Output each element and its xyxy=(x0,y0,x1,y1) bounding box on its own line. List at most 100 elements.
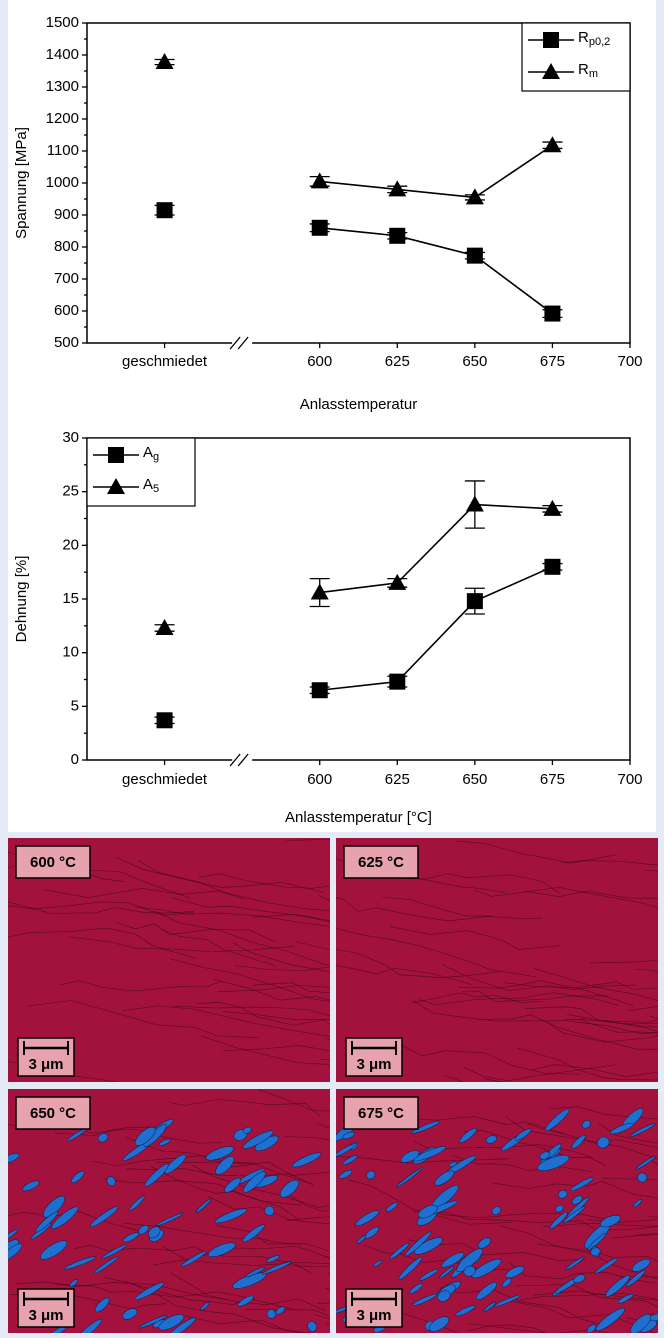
grain-boundary xyxy=(517,1047,658,1081)
austenite-phase xyxy=(122,1308,138,1320)
grain-boundary xyxy=(466,1324,546,1333)
austenite-phase xyxy=(477,1237,491,1249)
austenite-phase xyxy=(417,1204,438,1219)
austenite-phase xyxy=(398,1256,423,1280)
grain-boundary xyxy=(68,936,276,967)
austenite-phase xyxy=(168,1317,196,1333)
austenite-phase xyxy=(200,1302,210,1311)
austenite-phase xyxy=(385,1202,398,1212)
marker-square xyxy=(544,305,561,322)
grain-boundary xyxy=(134,906,330,927)
x-tick-label: 625 xyxy=(385,771,410,788)
grain-boundary xyxy=(400,873,561,895)
axis-break xyxy=(229,753,241,767)
austenite-phase xyxy=(594,1257,619,1274)
grain-boundary xyxy=(582,1020,658,1034)
x-tick-label: 600 xyxy=(307,353,332,370)
austenite-phase xyxy=(630,1313,652,1333)
grain-boundary xyxy=(395,1041,581,1075)
grain-boundary xyxy=(561,860,658,866)
legend-label: Rp0,2 xyxy=(578,29,610,48)
austenite-phase xyxy=(626,1270,646,1287)
grain-boundary xyxy=(493,1181,658,1199)
grain-boundary xyxy=(527,1123,658,1149)
marker-triangle xyxy=(388,180,407,197)
austenite-phase xyxy=(545,1108,570,1131)
austenite-phase xyxy=(122,1232,140,1243)
grain-boundary xyxy=(463,1130,607,1167)
austenite-phase xyxy=(485,1135,497,1144)
marker-square xyxy=(156,712,173,729)
marker-square xyxy=(311,219,328,236)
austenite-phase xyxy=(635,1155,656,1170)
grain-boundary xyxy=(412,999,586,1022)
austenite-phase xyxy=(64,1256,96,1270)
austenite-phase xyxy=(475,1282,498,1300)
grain-boundary xyxy=(223,1011,330,1021)
austenite-phase xyxy=(389,1242,410,1260)
marker-triangle xyxy=(310,172,329,189)
grain-boundary xyxy=(122,1005,330,1037)
grain-boundary xyxy=(198,873,330,889)
austenite-phase xyxy=(40,1240,68,1260)
grain-boundary xyxy=(233,964,330,972)
axis-break xyxy=(229,336,241,350)
grain-boundary xyxy=(217,985,330,992)
austenite-phase xyxy=(242,1171,266,1193)
y-tick-label: 1200 xyxy=(46,110,79,127)
grain-boundary xyxy=(537,1243,658,1262)
austenite-phase xyxy=(629,1123,656,1137)
grain-boundary xyxy=(102,1178,301,1221)
grain-boundary xyxy=(8,901,194,914)
y-tick-label: 500 xyxy=(54,334,79,351)
austenite-phase xyxy=(338,1170,353,1179)
austenite-phase xyxy=(51,1206,79,1230)
temperature-label-box xyxy=(15,845,91,879)
austenite-phase xyxy=(215,1156,235,1175)
grain-boundary xyxy=(284,1136,330,1141)
austenite-phase xyxy=(562,1206,586,1224)
chart-background xyxy=(8,0,656,832)
austenite-phase xyxy=(342,1155,358,1165)
series-line xyxy=(319,566,553,692)
austenite-phase xyxy=(8,1153,20,1164)
austenite-phase xyxy=(158,1138,171,1146)
austenite-phase xyxy=(409,1283,423,1294)
austenite-phase xyxy=(463,1265,476,1277)
austenite-phase xyxy=(441,1252,465,1268)
y-tick-label: 15 xyxy=(62,590,79,607)
x-axis-label: Anlasstemperatur [°C] xyxy=(285,809,432,826)
austenite-phase xyxy=(419,1268,439,1281)
grain-boundary xyxy=(72,1244,215,1257)
legend-label: Rm xyxy=(578,61,598,80)
austenite-phase xyxy=(505,1266,525,1279)
austenite-phase xyxy=(148,1226,161,1239)
grain-boundary xyxy=(227,1245,330,1260)
y-tick-label: 1300 xyxy=(46,78,79,95)
grain-boundary xyxy=(150,1165,302,1206)
austenite-phase xyxy=(97,1132,109,1143)
austenite-phase xyxy=(342,1131,355,1140)
legend-label: Ag xyxy=(143,444,159,463)
grain-boundary xyxy=(54,1128,222,1144)
grain-boundary xyxy=(28,1000,259,1039)
grain-boundary xyxy=(635,968,658,972)
grain-boundary xyxy=(163,1246,314,1275)
grain-boundary xyxy=(114,921,277,943)
austenite-phase xyxy=(637,1172,648,1183)
y-tick-label: 10 xyxy=(62,644,79,661)
austenite-phase xyxy=(404,1231,432,1257)
grain-boundary xyxy=(463,1064,617,1082)
y-tick-label: 20 xyxy=(62,536,79,553)
austenite-phase xyxy=(455,1305,476,1317)
austenite-phase xyxy=(429,1316,450,1332)
grain-boundary xyxy=(426,1208,621,1223)
grain-boundary xyxy=(169,1098,321,1117)
grain-boundary xyxy=(222,1045,330,1052)
y-axis-label: Dehnung [%] xyxy=(13,556,30,643)
austenite-phase xyxy=(414,1237,443,1255)
y-tick-label: 1100 xyxy=(47,142,79,159)
marker-square xyxy=(311,682,328,699)
austenite-phase xyxy=(280,1179,299,1198)
